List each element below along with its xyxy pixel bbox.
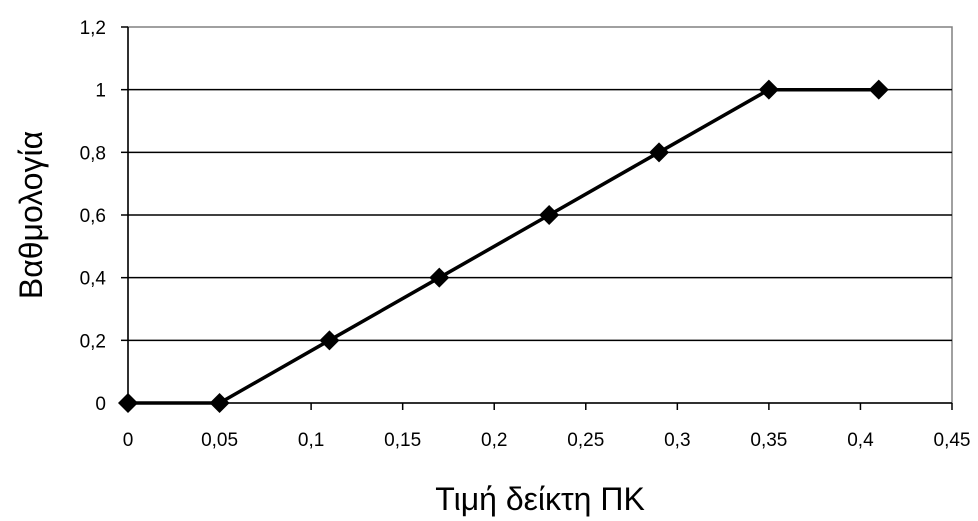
x-tick-label: 0,3 [664,430,690,451]
y-axis-title: Βαθμολογία [13,131,49,299]
x-tick-label: 0,2 [481,430,507,451]
x-tick-label: 0,25 [567,430,604,451]
series-line [128,87,879,405]
data-point-marker [758,79,779,100]
x-tick-label: 0,4 [847,430,874,451]
data-point-marker [319,330,340,351]
tick-labels: 0 0,2 0,4 0,6 0,8 1 1,2 0 0,05 0,1 0,15 0,2 0,25 0,3 0… [80,18,971,451]
y-tick-label: 0 [95,394,106,415]
axes [121,26,953,410]
y-tick-label: 1 [95,81,106,102]
x-tick-label: 0 [123,430,134,451]
data-point-marker [868,79,889,100]
y-tick-label: 0,6 [80,206,106,227]
y-tick-label: 0,2 [80,331,106,352]
x-tick-label: 0,15 [384,430,421,451]
y-tick-label: 1,2 [80,18,106,39]
data-point-marker [429,267,450,288]
data-point-marker [649,142,670,163]
x-axis-title: Τιμή δείκτη ΠΚ [435,481,645,517]
x-tick-label: 0,05 [201,430,238,451]
x-tick-label: 0,45 [934,430,971,451]
y-tick-label: 0,8 [80,143,106,164]
data-point-marker [118,393,138,413]
x-tick-label: 0,1 [298,430,324,451]
series-layer [118,79,889,413]
x-tick-label: 0,35 [750,430,787,451]
data-point-marker [209,393,230,413]
y-tick-label: 0,4 [80,269,107,290]
data-point-marker [539,205,560,225]
